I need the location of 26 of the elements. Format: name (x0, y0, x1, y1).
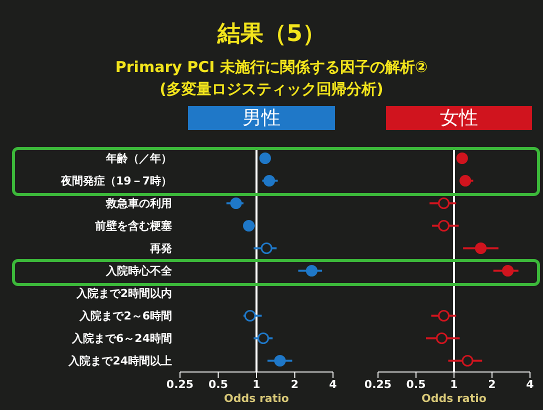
chart-title: 結果（5） (216, 20, 326, 49)
series-label: 女性 (386, 106, 532, 130)
y-tick-label: 夜間発症（19－7時） (60, 174, 172, 188)
series-label: 男性 (188, 106, 335, 130)
x-tick-label: 4 (329, 378, 338, 391)
y-tick-label: 年齢（／年） (105, 152, 172, 166)
x-axis-title: Odds ratio (422, 392, 487, 405)
x-tick-label: 0.5 (406, 378, 426, 391)
y-tick-label: 入院まで6～24時間 (71, 332, 172, 346)
x-tick-label: 0.5 (208, 378, 228, 391)
x-tick-label: 4 (526, 378, 534, 391)
y-tick-label: 入院まで2時間以内 (75, 287, 172, 300)
y-tick-label: 入院まで24時間以上 (68, 354, 172, 368)
x-tick-label: 0.25 (364, 378, 392, 391)
x-axis-title: Odds ratio (224, 392, 290, 405)
y-tick-label: 救急車の利用 (105, 197, 172, 210)
x-tick-label: 0.25 (166, 378, 194, 391)
y-tick-label: 再発 (149, 242, 173, 256)
chart-subtitle: Primary PCI 未施行に関係する因子の解析② (多変量ロジスティック回帰分析) (114, 57, 429, 100)
y-tick-label: 前壁を含む梗塞 (94, 220, 172, 233)
x-tick-label: 2 (488, 378, 496, 391)
x-tick-label: 2 (290, 378, 299, 391)
y-tick-label: 入院まで2～6時間 (78, 310, 172, 323)
x-tick-label: 1 (252, 378, 260, 391)
x-tick-label: 1 (450, 378, 458, 391)
y-tick-label: 入院時心不全 (105, 264, 173, 278)
